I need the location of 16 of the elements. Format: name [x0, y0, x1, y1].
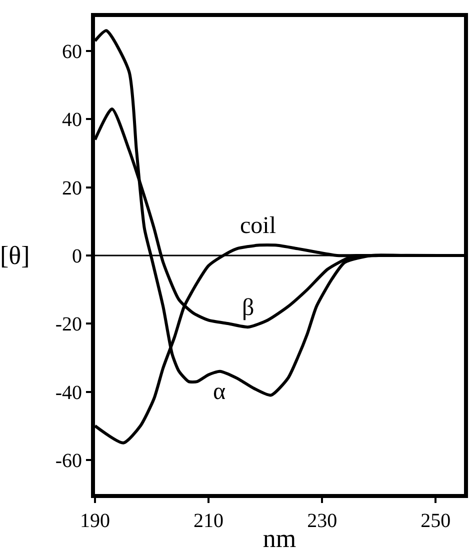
annotation: β — [242, 295, 254, 321]
x-tick-label: 210 — [194, 510, 224, 532]
x-tick-label: 230 — [307, 510, 338, 532]
y-tick-label: 0 — [72, 246, 82, 268]
x-axis-title: nm — [262, 524, 296, 553]
y-tick-label: 40 — [62, 109, 82, 132]
y-tick-label: -40 — [55, 382, 82, 404]
y-tick-label: -20 — [55, 314, 82, 336]
y-tick-label: 20 — [62, 177, 82, 200]
x-tick-label: 250 — [420, 510, 451, 532]
y-tick-label: -60 — [55, 450, 82, 472]
y-tick-label: 60 — [62, 41, 82, 64]
y-axis-title: [θ] — [0, 241, 30, 270]
annotation: coil — [240, 213, 276, 239]
annotation: α — [213, 379, 226, 405]
x-tick-label: 190 — [80, 510, 110, 532]
